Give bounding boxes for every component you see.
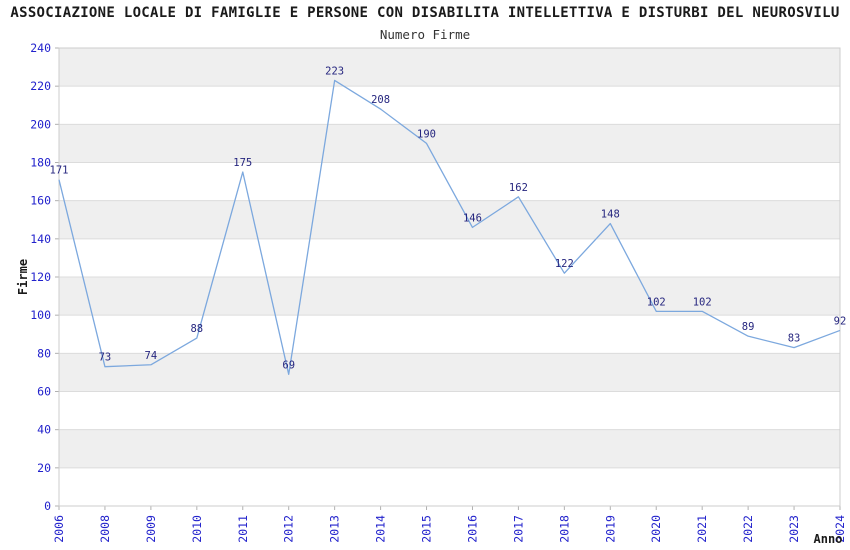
x-tick-label: 2008 [98,515,112,543]
point-label: 208 [371,94,390,106]
x-tick-label: 2023 [787,515,801,543]
x-tick-label: 2018 [557,515,571,543]
grid-band [59,48,840,87]
x-tick-label: 2020 [649,515,663,543]
point-label: 102 [647,296,666,308]
point-label: 146 [463,212,482,224]
y-axis-tick-labels: 0 20 40 60 80 100 120 140 160 180 200 220 240 [30,41,51,513]
point-label: 73 [99,352,112,364]
y-tick-label: 200 [30,117,51,131]
x-tick-label: 2014 [374,515,388,543]
point-label: 175 [233,157,252,169]
point-label: 162 [509,182,528,194]
point-label: 92 [834,315,847,327]
y-tick-label: 240 [30,41,51,55]
x-tick-label: 2006 [52,515,66,543]
point-label: 190 [417,128,436,140]
point-label: 171 [50,165,69,177]
point-label: 88 [190,323,203,335]
point-label: 74 [145,350,158,362]
axis-tick-marks [55,47,841,510]
x-tick-label: 2016 [465,515,479,543]
x-tick-label: 2009 [144,515,158,543]
y-tick-label: 120 [30,270,51,284]
x-tick-label: 2011 [236,515,250,543]
x-tick-label: 2017 [511,515,525,543]
y-tick-label: 220 [30,79,51,93]
x-tick-label: 2022 [741,515,755,543]
point-label: 69 [282,359,295,371]
x-tick-label: 2012 [282,515,296,543]
y-tick-label: 0 [44,499,51,513]
x-tick-label: 2013 [328,515,342,543]
x-axis-title: Anno [814,532,843,546]
grid-band [59,124,840,163]
plot-background-bands [59,48,840,468]
x-tick-label: 2024 [833,515,847,543]
y-tick-label: 60 [37,385,51,399]
point-label: 83 [788,333,801,345]
chart-title: ASSOCIAZIONE LOCALE DI FAMIGLIE E PERSON… [10,5,840,21]
series-line [58,79,841,375]
y-tick-label: 180 [30,156,51,170]
point-label: 89 [742,321,755,333]
point-label: 122 [555,258,574,270]
point-label: 102 [693,296,712,308]
gridlines [59,85,840,469]
x-tick-label: 2010 [190,515,204,543]
y-tick-label: 140 [30,232,51,246]
plot-border [58,47,841,507]
x-tick-label: 2015 [420,515,434,543]
grid-band [59,429,840,468]
x-axis-tick-labels: 2006 2008 2009 2010 2011 2012 2013 2014 2015 2016… [52,515,847,543]
grid-band [59,277,840,316]
data-point-labels: 171 73 74 88 175 69 223 208 190 146 162 122 148 102 10… [50,65,847,371]
grid-band [59,353,840,392]
y-tick-label: 160 [30,194,51,208]
x-tick-label: 2019 [603,515,617,543]
chart-subtitle: Numero Firme [379,27,471,42]
grid-band [59,200,840,239]
point-label: 223 [325,65,344,77]
y-axis-title: Firme [16,259,30,295]
y-tick-label: 40 [37,423,51,437]
x-tick-label: 2021 [695,515,709,543]
y-tick-label: 80 [37,346,51,360]
point-label: 148 [601,209,620,221]
y-tick-label: 100 [30,308,51,322]
y-tick-label: 20 [37,461,51,475]
